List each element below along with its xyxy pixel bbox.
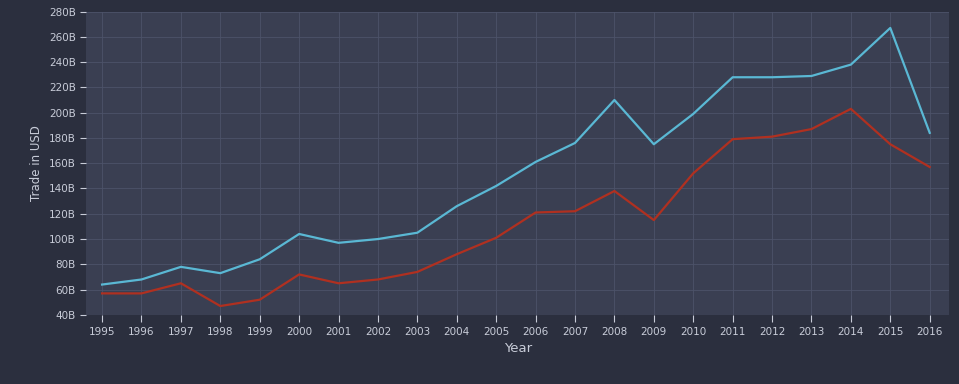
- X-axis label: Year: Year: [503, 342, 532, 355]
- Y-axis label: Trade in USD: Trade in USD: [31, 125, 43, 201]
